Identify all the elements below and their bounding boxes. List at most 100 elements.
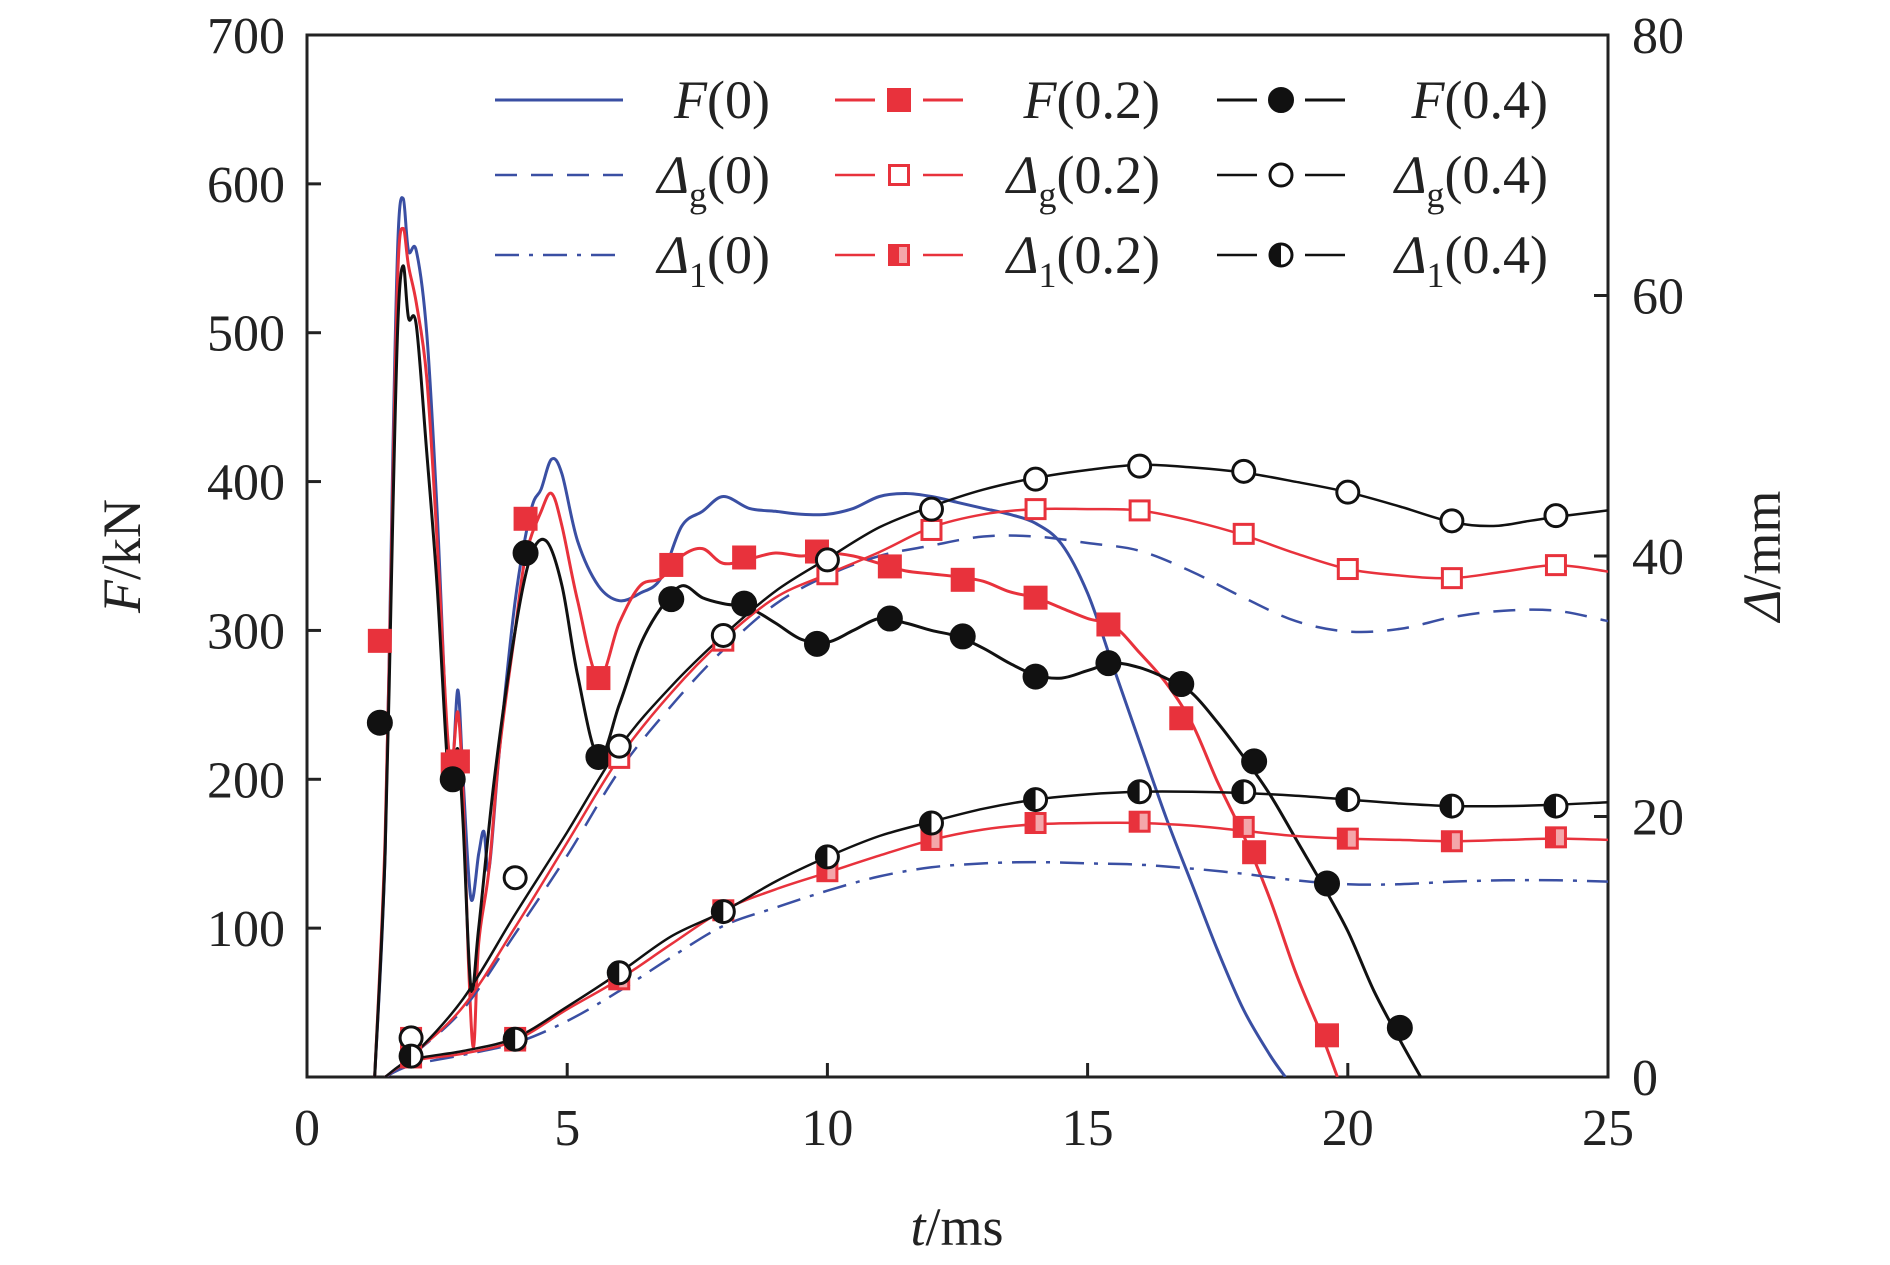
data-point	[586, 666, 611, 691]
y-tick-label: 100	[207, 901, 285, 958]
legend-label: Δg(0)	[655, 145, 770, 215]
data-point	[1439, 793, 1465, 819]
legend-label: Δg(0.4)	[1393, 145, 1548, 215]
x-tick-label: 10	[801, 1100, 853, 1157]
data-point	[1386, 1014, 1413, 1041]
data-point	[1268, 242, 1294, 268]
data-point	[1336, 558, 1359, 581]
y-tick-label: 600	[207, 157, 285, 214]
x-tick-label: 25	[1582, 1100, 1634, 1157]
data-point	[888, 164, 910, 186]
data-point	[502, 865, 528, 891]
data-point	[1544, 826, 1567, 849]
legend-item: F(0.2)	[835, 70, 1160, 130]
data-point	[1440, 830, 1463, 853]
series-line	[384, 790, 1608, 1077]
data-point	[1023, 466, 1049, 492]
data-point	[1335, 479, 1361, 505]
x-tick-label: 15	[1062, 1100, 1114, 1157]
series-line	[384, 463, 1608, 1077]
data-point	[1231, 779, 1257, 805]
data-point	[513, 506, 538, 531]
data-point	[1128, 499, 1151, 522]
data-point	[512, 540, 539, 567]
y2-tick-label: 60	[1632, 269, 1684, 326]
data-point	[585, 743, 612, 770]
legend-label: Δ1(0)	[655, 225, 770, 295]
data-point	[1024, 812, 1047, 835]
series-line	[384, 860, 1608, 1077]
series-line	[384, 534, 1608, 1077]
y-tick-label: 300	[207, 603, 285, 660]
data-point	[1242, 840, 1267, 865]
data-point	[1313, 870, 1340, 897]
data-point	[1241, 748, 1268, 775]
y-tick-label: 400	[207, 455, 285, 512]
data-point	[606, 733, 632, 759]
y2-tick-label: 0	[1632, 1050, 1658, 1107]
legend-item: F(0)	[495, 70, 770, 130]
legend-label: Δ1(0.2)	[1005, 225, 1160, 295]
legend-label: Δg(0.2)	[1005, 145, 1160, 215]
data-point	[1440, 567, 1463, 590]
data-point	[1543, 503, 1569, 529]
x-tick-label: 20	[1322, 1100, 1374, 1157]
data-point	[1127, 779, 1153, 805]
data-point	[732, 545, 757, 570]
data-point	[1232, 815, 1255, 838]
legend-item: F(0.4)	[1217, 70, 1548, 130]
y2-axis-title: Δ/mm	[1732, 491, 1792, 624]
data-point	[814, 844, 840, 870]
series-line	[384, 507, 1608, 1077]
data-point	[1168, 671, 1195, 698]
series-line	[373, 264, 1423, 1077]
y-axis-title: F/kN	[92, 499, 152, 614]
data-point	[949, 623, 976, 650]
legend-item: Δ1(0)	[495, 225, 770, 295]
data-point	[502, 1026, 528, 1052]
data-point	[710, 899, 736, 925]
data-point	[1127, 453, 1153, 479]
data-point	[1268, 162, 1294, 188]
data-point	[366, 709, 393, 736]
legend-item: Δ1(0.4)	[1217, 225, 1548, 295]
legend-item: Δ1(0.2)	[835, 225, 1160, 295]
y2-tick-label: 40	[1632, 529, 1684, 586]
data-point	[398, 1043, 424, 1069]
data-point	[1439, 508, 1465, 534]
legend-label: F(0.4)	[1411, 70, 1548, 130]
series-line	[373, 196, 1287, 1077]
y-tick-label: 700	[207, 8, 285, 65]
data-point	[1023, 585, 1048, 610]
marker-layer	[366, 453, 1569, 1069]
data-point	[950, 567, 975, 592]
data-point	[1024, 498, 1047, 521]
data-point	[814, 547, 840, 573]
data-point	[1544, 554, 1567, 577]
data-point	[920, 518, 943, 541]
data-point	[888, 244, 910, 266]
y-tick-label: 500	[207, 306, 285, 363]
legend-label: F(0)	[673, 70, 770, 130]
tick-marks	[305, 33, 1610, 1079]
y-tick-label: 200	[207, 752, 285, 809]
data-point	[1023, 787, 1049, 813]
data-point	[606, 960, 632, 986]
x-tick-label: 0	[294, 1100, 320, 1157]
legend: F(0) F(0.2) F(0.4) Δg(0) Δg(0.2) Δg(0.4) Δ1(0)…	[495, 70, 1548, 295]
data-point	[710, 622, 736, 648]
data-point	[367, 628, 392, 653]
data-point	[659, 552, 684, 577]
series-line	[373, 226, 1339, 1077]
data-point	[1232, 522, 1255, 545]
data-point	[1268, 87, 1294, 113]
legend-label: F(0.2)	[1023, 70, 1160, 130]
x-tick-label: 5	[554, 1100, 580, 1157]
data-point	[1314, 1023, 1339, 1048]
legend-item: Δg(0.2)	[835, 145, 1160, 215]
y2-tick-label: 20	[1632, 790, 1684, 847]
data-point	[918, 496, 944, 522]
series-line	[384, 821, 1608, 1077]
data-point	[1128, 810, 1151, 833]
data-point	[731, 590, 758, 617]
